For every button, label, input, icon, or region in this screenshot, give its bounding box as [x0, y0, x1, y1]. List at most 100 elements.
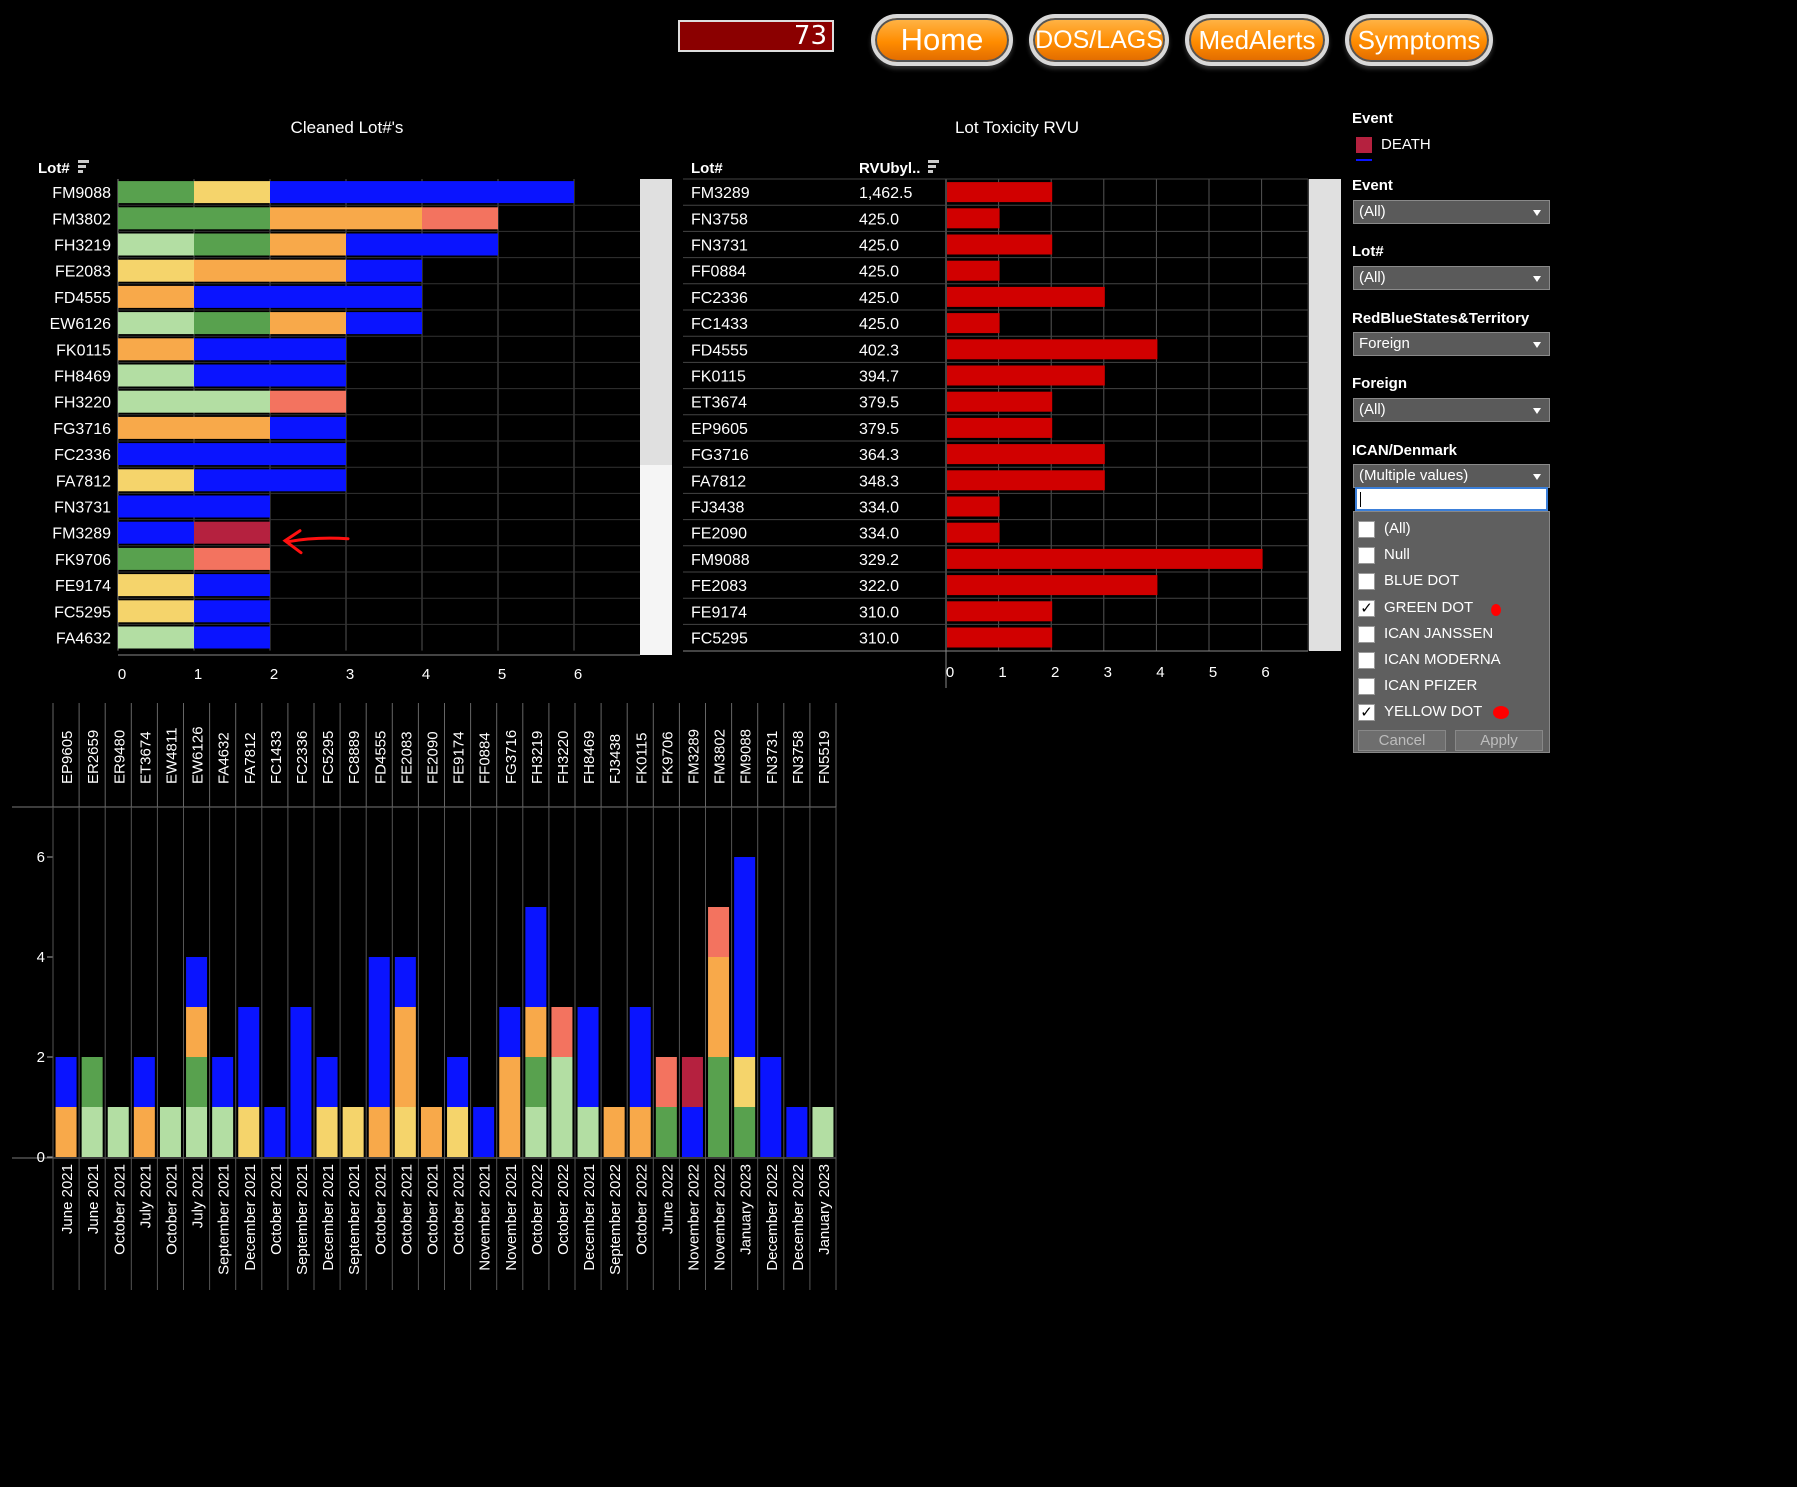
rvu-value: 310.0: [859, 631, 899, 648]
bar: [947, 496, 1000, 517]
bar-segment: [603, 1107, 625, 1157]
x-tick-label: 3: [1104, 664, 1112, 681]
lot-column-label: EW4811: [163, 728, 180, 784]
date-label: December 2021: [320, 1164, 337, 1271]
bar-segment: [194, 312, 270, 335]
date-label: October 2021: [424, 1164, 441, 1255]
lot-label: FN3731: [54, 500, 111, 517]
bar-segment: [270, 181, 574, 204]
medalerts-button[interactable]: MedAlerts: [1185, 14, 1329, 66]
bar-segment: [118, 416, 270, 439]
bar-segment: [681, 1057, 703, 1107]
checkbox-checked-icon[interactable]: ✓: [1358, 704, 1375, 722]
bar-segment: [118, 443, 346, 466]
checkbox-icon[interactable]: [1358, 652, 1375, 669]
dos-lags-button[interactable]: DOS/LAGS: [1029, 14, 1169, 66]
checkbox-icon[interactable]: [1358, 678, 1375, 696]
dropdown-option[interactable]: ✓ GREEN DOT: [1358, 597, 1546, 621]
lot-label: FD4555: [54, 290, 111, 307]
date-label: December 2021: [581, 1164, 598, 1271]
lot-column-label: FH8469: [581, 731, 598, 784]
dropdown-option[interactable]: ICAN MODERNA: [1358, 649, 1546, 673]
checkbox-checked-icon[interactable]: ✓: [1358, 599, 1375, 617]
dropdown-option[interactable]: (All): [1358, 518, 1546, 542]
lot-column-label: FE2090: [424, 731, 441, 784]
dropdown-option-label: ICAN MODERNA: [1384, 651, 1501, 668]
x-tick-label: 4: [422, 666, 430, 683]
date-label: October 2021: [372, 1164, 389, 1255]
sort-icon: [928, 165, 936, 168]
ican-filter-label: ICAN/Denmark: [1352, 442, 1458, 459]
lot-column-label: FC8889: [346, 731, 363, 784]
x-tick-label: 0: [946, 664, 954, 681]
rvu-value: 322.0: [859, 578, 899, 595]
dropdown-option[interactable]: Null: [1358, 544, 1546, 568]
event-filter-select[interactable]: (All): [1353, 200, 1550, 224]
lot-column-label: FF0884: [477, 732, 494, 784]
bar-segment: [760, 1057, 782, 1157]
dropdown-option-label: GREEN DOT: [1384, 598, 1474, 616]
bar-segment: [133, 1057, 155, 1107]
dropdown-option[interactable]: BLUE DOT: [1358, 570, 1546, 594]
bar-segment: [812, 1107, 834, 1157]
home-button[interactable]: Home: [871, 14, 1013, 66]
ican-filter-value: (Multiple values): [1359, 467, 1469, 484]
bar-segment: [186, 1057, 208, 1107]
apply-button[interactable]: Apply: [1455, 730, 1543, 751]
x-tick-label: 3: [346, 666, 354, 683]
lot-toxicity-rvu-chart: Lot Toxicity RVU Lot# RVUbyl.. 0 1 2 3 4 5 6 FM328…: [683, 118, 1341, 688]
legend-title: Event: [1352, 110, 1393, 127]
dropdown-search-input[interactable]: [1355, 487, 1548, 511]
state-filter-select[interactable]: Foreign: [1353, 332, 1550, 356]
cancel-button[interactable]: Cancel: [1358, 730, 1446, 751]
bar: [947, 260, 1000, 281]
dropdown-option[interactable]: ICAN JANSSEN: [1358, 623, 1546, 647]
rvu-value: 334.0: [859, 526, 899, 543]
bar-segment: [525, 907, 547, 1007]
bar-segment: [577, 1007, 599, 1107]
bar-segment: [270, 312, 346, 335]
bar-segment: [270, 416, 346, 439]
bar: [947, 601, 1053, 622]
lot-label: FA7812: [691, 473, 746, 490]
lot-label: FH3220: [54, 395, 111, 412]
bar: [947, 627, 1053, 648]
cleaned-lots-chart: Cleaned Lot#'s Lot# 0 1 2 3 4 5 6 FM9088 FM3802 FH3…: [38, 118, 672, 683]
dropdown-option-label: YELLOW DOT: [1384, 703, 1483, 721]
date-label: November 2022: [685, 1164, 702, 1271]
lot-column-label: EW6126: [190, 726, 207, 784]
dropdown-option[interactable]: ICAN PFIZER: [1358, 675, 1546, 699]
dropdown-option[interactable]: ✓ YELLOW DOT: [1358, 701, 1546, 725]
symptoms-button[interactable]: Symptoms: [1345, 14, 1493, 66]
date-label: November 2021: [503, 1164, 520, 1271]
bar: [947, 417, 1053, 438]
checkbox-icon[interactable]: [1358, 521, 1375, 538]
dropdown-option-label: (All): [1384, 520, 1411, 537]
bar-segment: [118, 574, 194, 597]
bar-segment: [194, 547, 270, 570]
y-tick-label: 4: [37, 949, 45, 966]
lot-column-label: ER2659: [85, 730, 102, 784]
lot-column-label: FH3220: [555, 731, 572, 784]
bar: [947, 548, 1263, 569]
bar-segment: [342, 1107, 364, 1157]
bar-segment: [194, 338, 346, 361]
checkbox-icon[interactable]: [1358, 547, 1375, 565]
lot-label: FK0115: [56, 342, 111, 359]
bar-segment: [346, 312, 422, 335]
checkbox-icon[interactable]: [1358, 625, 1375, 643]
lot-column-label: FH3219: [529, 731, 546, 784]
ican-filter-select[interactable]: (Multiple values): [1353, 464, 1550, 488]
bar-segment: [499, 1007, 521, 1057]
lot-column-label: FN3758: [790, 731, 807, 784]
bar-segment: [118, 521, 194, 544]
bar-segment: [786, 1107, 808, 1157]
text-cursor: [1360, 492, 1361, 507]
bar-segment: [270, 233, 346, 256]
checkbox-icon[interactable]: [1358, 573, 1375, 591]
foreign-filter-label: Foreign: [1352, 375, 1407, 392]
lot-filter-select[interactable]: (All): [1353, 266, 1550, 290]
lot-label: FE2083: [691, 578, 747, 595]
foreign-filter-select[interactable]: (All): [1353, 398, 1550, 422]
lot-column-label: FD4555: [372, 731, 389, 784]
